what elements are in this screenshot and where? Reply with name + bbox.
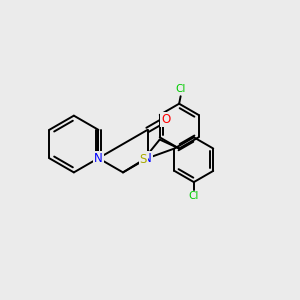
Text: Cl: Cl: [189, 191, 199, 201]
Text: N: N: [94, 152, 103, 165]
Text: Cl: Cl: [176, 84, 186, 94]
Text: N: N: [143, 152, 152, 165]
Text: S: S: [140, 153, 147, 167]
Text: O: O: [161, 113, 170, 126]
